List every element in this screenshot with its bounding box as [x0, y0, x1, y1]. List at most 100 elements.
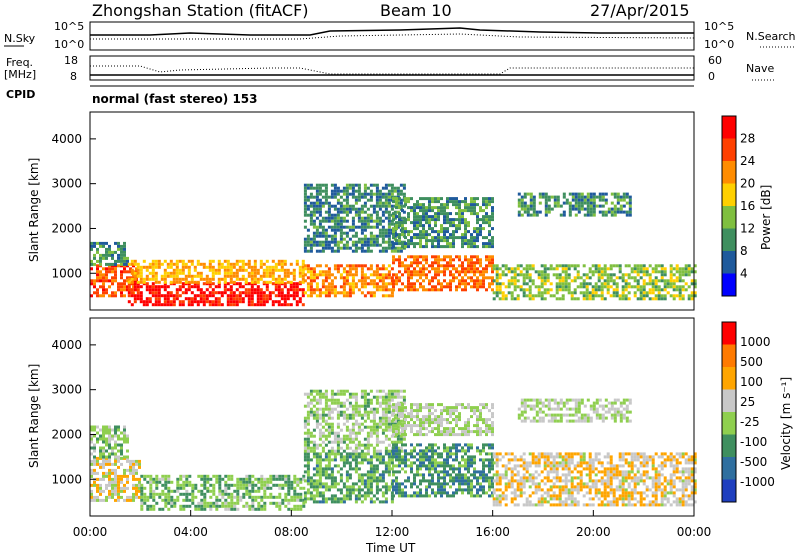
velocity-plot-cell-5 [431, 479, 434, 483]
velocity-plot-cell-6 [464, 430, 467, 434]
power-plot-cell-5 [324, 240, 328, 244]
velocity-plot-cell-4 [375, 425, 379, 429]
velocity-plot-cell-6 [455, 421, 458, 425]
velocity-plot-cell-5 [395, 458, 398, 462]
velocity-plot-cell-3 [375, 452, 379, 456]
velocity-plot-cell-2 [272, 474, 276, 478]
velocity-plot-cell-3 [309, 491, 313, 495]
power-plot-cell-8 [561, 285, 565, 289]
power-plot-cell-2 [265, 297, 269, 301]
power-plot-cell-9 [613, 207, 617, 211]
power-plot-cell-7 [482, 236, 485, 240]
velocity-plot-cell-4 [345, 389, 349, 393]
velocity-plot-cell-5 [431, 464, 434, 468]
power-plot-cell-6 [404, 258, 407, 262]
power-plot-cell-9 [607, 210, 611, 214]
velocity-plot-cell-3 [306, 497, 310, 501]
velocity-plot-cell-4 [378, 440, 382, 444]
power-plot-cell-3 [151, 277, 155, 281]
velocity-plot-cell-5 [461, 473, 464, 477]
power-plot-cell-6 [485, 276, 488, 280]
velocity-plot-cell-5 [437, 491, 440, 495]
velocity-plot-cell-4 [381, 413, 385, 417]
power-plot-cell-3 [172, 268, 176, 272]
velocity-plot-cell-4 [366, 398, 370, 402]
power-plot-cell-7 [440, 209, 443, 213]
power-plot-cell-7 [470, 197, 473, 201]
power-plot-cell-0 [114, 273, 117, 277]
power-plot-cell-5 [324, 219, 328, 223]
velocity-plot-cell-4 [351, 392, 355, 396]
power-plot-cell-2 [298, 297, 302, 301]
power-plot-cell-4 [324, 288, 328, 292]
power-plot-cell-2 [229, 300, 233, 304]
power-plot-cell-2 [295, 300, 299, 304]
power-plot-cell-2 [202, 300, 206, 304]
velocity-plot-cell-6 [425, 427, 428, 431]
velocity-plot-cell-4 [372, 425, 376, 429]
power-plot-cell-5 [324, 216, 328, 220]
velocity-plot-cell-4 [378, 419, 382, 423]
power-plot-cell-5 [342, 207, 346, 211]
velocity-plot-cell-6 [428, 430, 431, 434]
power-plot-cell-5 [321, 246, 325, 250]
power-plot-cell-3 [154, 280, 158, 284]
velocity-plot-cell-3 [327, 473, 331, 477]
velocity-plot-cell-6 [395, 406, 398, 410]
power-plot-cell-9 [592, 192, 596, 196]
power-plot-cell-2 [217, 300, 221, 304]
power-plot-cell-2 [184, 297, 188, 301]
power-plot-cell-7 [434, 200, 437, 204]
cpid-text: normal (fast stereo) 153 [92, 92, 258, 106]
power-plot-cell-4 [384, 276, 388, 280]
velocity-plot-cell-5 [419, 482, 422, 486]
velocity-plot-cell-2 [245, 480, 249, 484]
power-plot-cell-3 [229, 271, 233, 275]
velocity-plot-cell-1 [96, 431, 99, 435]
power-plot-cell-8 [684, 288, 688, 292]
velocity-plot-cell-4 [381, 398, 385, 402]
velocity-plot-cell-3 [303, 470, 307, 474]
velocity-plot-cell-3 [321, 494, 325, 498]
power-plot-cell-4 [363, 264, 367, 268]
power-plot-cell-2 [253, 288, 257, 292]
power-plot-cell-1 [108, 250, 111, 254]
power-plot-cell-5 [351, 186, 355, 190]
velocity-plot-cell-5 [392, 449, 395, 453]
power-plot-cell-2 [133, 285, 137, 289]
power-plot-cell-4 [333, 294, 337, 298]
velocity-plot-cell-6 [440, 403, 443, 407]
power-plot-cell-2 [247, 288, 251, 292]
power-plot-cell-2 [292, 288, 296, 292]
velocity-plot-cell-0 [123, 486, 126, 490]
power-plot-cell-5 [315, 231, 319, 235]
power-plot-cell-9 [595, 204, 599, 208]
velocity-plot-cell-5 [455, 443, 458, 447]
power-plot-cell-5 [330, 237, 334, 241]
power-plot-cell-8 [600, 291, 604, 295]
power-plot-cell-5 [387, 213, 391, 217]
power-plot-cell-7 [458, 215, 461, 219]
power-plot-cell-5 [321, 240, 325, 244]
velocity-plot-cell-1 [120, 449, 123, 453]
velocity-plot-cell-0 [111, 495, 114, 499]
velocity-plot-cell-4 [366, 392, 370, 396]
power-plot-cell-2 [184, 288, 188, 292]
power-plot-cell-8 [606, 285, 610, 289]
velocity-plot-cell-6 [413, 433, 416, 437]
power-plot-cell-8 [645, 273, 649, 277]
velocity-plot-cell-0 [117, 483, 120, 487]
velocity-plot-cell-2 [215, 477, 219, 481]
velocity-plot-cell-4 [369, 425, 373, 429]
velocity-plot-cell-5 [476, 479, 479, 483]
velocity-plot-cell-2 [149, 492, 153, 496]
power-plot-cell-3 [166, 262, 170, 266]
power-plot-cell-8 [525, 282, 529, 286]
power-plot-cell-5 [375, 219, 379, 223]
power-plot-cell-8 [597, 267, 601, 271]
velocity-plot-cell-0 [108, 474, 111, 478]
velocity-plot-cell-2 [176, 480, 180, 484]
velocity-plot-cell-6 [419, 433, 422, 437]
velocity-plot-cell-2 [248, 474, 252, 478]
velocity-plot-cell-4 [306, 443, 310, 447]
